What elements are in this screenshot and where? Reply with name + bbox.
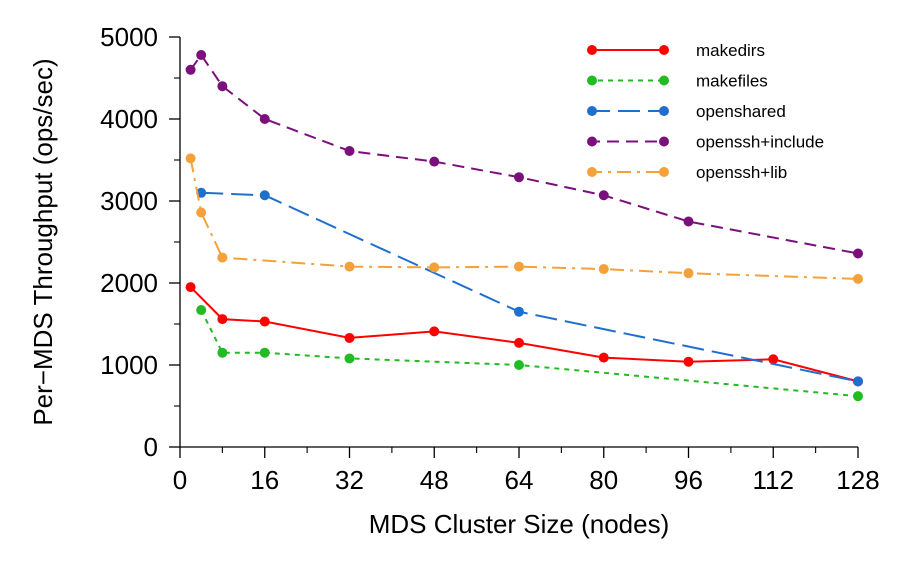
data-point bbox=[259, 114, 270, 124]
x-tick-label: 128 bbox=[836, 465, 879, 495]
legend-marker bbox=[659, 75, 669, 86]
data-point bbox=[598, 190, 609, 201]
legend-marker bbox=[659, 45, 669, 55]
data-point bbox=[514, 306, 524, 317]
legend-marker bbox=[587, 75, 597, 86]
series-makefiles bbox=[196, 305, 863, 402]
data-point bbox=[217, 347, 228, 358]
data-point bbox=[344, 261, 355, 272]
x-tick-label: 96 bbox=[674, 465, 703, 495]
series-makedirs bbox=[185, 282, 863, 387]
x-tick-label: 16 bbox=[250, 465, 279, 495]
data-point bbox=[514, 172, 524, 183]
legend-label: makedirs bbox=[696, 41, 765, 60]
legend-label: openssh+lib bbox=[696, 163, 787, 182]
y-tick-label: 1000 bbox=[100, 350, 158, 380]
legend-marker bbox=[659, 106, 669, 116]
data-point bbox=[344, 353, 355, 364]
y-tick-label: 0 bbox=[144, 432, 158, 462]
legend-marker bbox=[587, 136, 597, 147]
data-point bbox=[217, 81, 228, 92]
data-point bbox=[853, 376, 863, 387]
data-point bbox=[217, 252, 228, 263]
data-point bbox=[429, 156, 440, 167]
y-axis-title: Per−MDS Throughput (ops/sec) bbox=[28, 58, 58, 425]
data-point bbox=[429, 262, 440, 273]
legend-entry: makefiles bbox=[587, 72, 768, 91]
series-line bbox=[189, 53, 859, 255]
data-point bbox=[853, 391, 863, 402]
data-point bbox=[514, 360, 524, 370]
y-tick-label: 3000 bbox=[100, 186, 158, 216]
data-point bbox=[344, 145, 355, 156]
x-tick-label: 0 bbox=[173, 465, 187, 495]
x-axis-title: MDS Cluster Size (nodes) bbox=[369, 509, 670, 539]
series-line bbox=[200, 309, 859, 398]
data-point bbox=[196, 207, 207, 218]
legend-marker bbox=[587, 45, 597, 55]
y-tick-label: 5000 bbox=[100, 22, 158, 52]
ticks: 0 1000 2000 3000 4000 5000 0 16 32 48 64 80 96 112 128 bbox=[100, 22, 880, 495]
data-point bbox=[768, 354, 779, 365]
data-point bbox=[185, 282, 196, 293]
legend-marker bbox=[659, 136, 669, 147]
series-layer bbox=[185, 50, 863, 402]
legend-label: makefiles bbox=[696, 72, 768, 91]
y-tick-label: 2000 bbox=[100, 268, 158, 298]
data-point bbox=[344, 332, 355, 343]
y-tick-label: 4000 bbox=[100, 104, 158, 134]
data-point bbox=[683, 356, 694, 367]
series-line bbox=[189, 286, 859, 383]
x-tick-label: 64 bbox=[505, 465, 534, 495]
data-point bbox=[514, 337, 524, 348]
series-line bbox=[189, 158, 859, 280]
data-point bbox=[598, 352, 609, 363]
data-point bbox=[853, 248, 863, 259]
data-point bbox=[853, 273, 863, 284]
data-point bbox=[683, 268, 694, 279]
x-tick-label: 48 bbox=[420, 465, 449, 495]
series-openshared bbox=[196, 187, 863, 387]
legend-marker bbox=[659, 167, 669, 177]
data-point bbox=[196, 50, 207, 61]
axes bbox=[179, 37, 858, 448]
series-openssh+include bbox=[185, 50, 863, 259]
data-point bbox=[514, 261, 524, 272]
series-openssh+lib bbox=[185, 153, 863, 284]
data-point bbox=[429, 326, 440, 337]
legend-label: openshared bbox=[696, 102, 786, 121]
data-point bbox=[196, 305, 207, 316]
data-point bbox=[598, 264, 609, 275]
data-point bbox=[185, 64, 196, 75]
data-point bbox=[259, 316, 270, 327]
x-tick-label: 112 bbox=[753, 465, 794, 495]
series-line bbox=[201, 191, 859, 383]
legend-marker bbox=[587, 167, 597, 177]
data-point bbox=[683, 216, 694, 227]
legend-entry: openssh+lib bbox=[587, 163, 787, 182]
legend-entry: openshared bbox=[587, 102, 786, 121]
legend: makedirs makefiles openshared openssh+inclu… bbox=[587, 41, 824, 182]
legend-marker bbox=[587, 106, 597, 116]
data-point bbox=[259, 190, 270, 201]
x-tick-label: 32 bbox=[335, 465, 364, 495]
legend-entry: makedirs bbox=[587, 41, 765, 60]
legend-entry: openssh+include bbox=[587, 133, 824, 152]
data-point bbox=[259, 347, 270, 358]
data-point bbox=[185, 153, 196, 164]
data-point bbox=[217, 314, 228, 325]
x-tick-label: 80 bbox=[589, 465, 618, 495]
legend-label: openssh+include bbox=[696, 133, 824, 152]
